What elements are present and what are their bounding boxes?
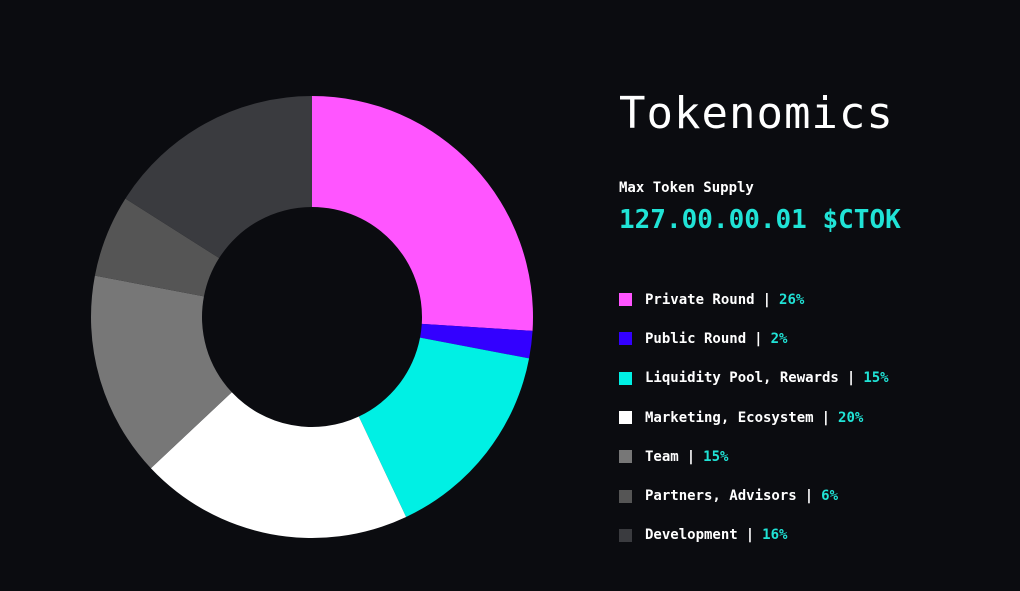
page-title: Tokenomics <box>619 88 894 139</box>
legend-label: Development <box>645 527 738 544</box>
donut-chart <box>91 96 533 538</box>
legend-separator: | <box>686 448 696 465</box>
legend-swatch <box>619 489 632 503</box>
max-supply-value: 127.00.00.01 $CTOK <box>619 205 901 235</box>
legend-label: Partners, Advisors <box>645 488 797 505</box>
legend-item: Marketing, Ecosystem | 20% <box>619 398 889 437</box>
legend-item: Partners, Advisors | 6% <box>619 476 889 515</box>
legend-label: Team <box>645 448 679 465</box>
legend-swatch <box>619 371 632 385</box>
legend-item: Private Round | 26% <box>619 280 889 319</box>
donut-slice-private-round <box>312 96 533 331</box>
legend-item: Development | 16% <box>619 516 889 555</box>
donut-slice-partners-advisors <box>94 198 220 297</box>
legend-label: Marketing, Ecosystem <box>645 409 814 426</box>
legend-percent: 16% <box>762 527 788 544</box>
legend-swatch <box>619 528 632 542</box>
legend-item: Public Round | 2% <box>619 319 889 358</box>
legend-swatch <box>619 411 632 425</box>
donut-slice-public-round <box>420 323 533 359</box>
legend-item: Team | 15% <box>619 437 889 476</box>
legend-label: Private Round <box>645 291 755 308</box>
legend-separator: | <box>754 330 763 347</box>
legend-separator: | <box>821 409 831 426</box>
max-supply-label: Max Token Supply <box>619 180 754 196</box>
legend-percent: 15% <box>863 370 889 387</box>
donut-slice-liquidity-pool-rewards <box>358 337 530 517</box>
legend-separator: | <box>846 370 856 387</box>
legend-separator: | <box>762 291 772 308</box>
legend-swatch <box>619 332 632 346</box>
legend-percent: 20% <box>838 409 864 426</box>
donut-slice-marketing-ecosystem <box>150 392 407 538</box>
legend-separator: | <box>745 527 755 544</box>
legend-percent: 26% <box>779 291 805 308</box>
donut-slice-development <box>125 96 312 259</box>
legend-percent: 6% <box>821 488 839 505</box>
donut-slice-team <box>91 275 232 469</box>
legend-swatch <box>619 450 632 464</box>
chart-legend: Private Round | 26% Public Round | 2% Liquidit… <box>619 280 889 555</box>
legend-percent: 15% <box>703 448 729 465</box>
legend-label: Liquidity Pool, Rewards <box>645 370 839 387</box>
legend-percent: 2% <box>770 330 788 347</box>
legend-item: Liquidity Pool, Rewards | 15% <box>619 359 889 398</box>
legend-label: Public Round <box>645 330 747 347</box>
legend-separator: | <box>804 488 814 505</box>
legend-swatch <box>619 293 632 307</box>
